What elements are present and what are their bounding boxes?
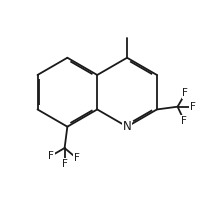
Text: F: F (62, 159, 67, 169)
Text: F: F (181, 116, 187, 126)
Text: N: N (123, 120, 131, 133)
Text: F: F (182, 88, 188, 98)
Text: F: F (73, 153, 79, 163)
Text: F: F (190, 102, 196, 112)
Text: F: F (48, 151, 54, 161)
